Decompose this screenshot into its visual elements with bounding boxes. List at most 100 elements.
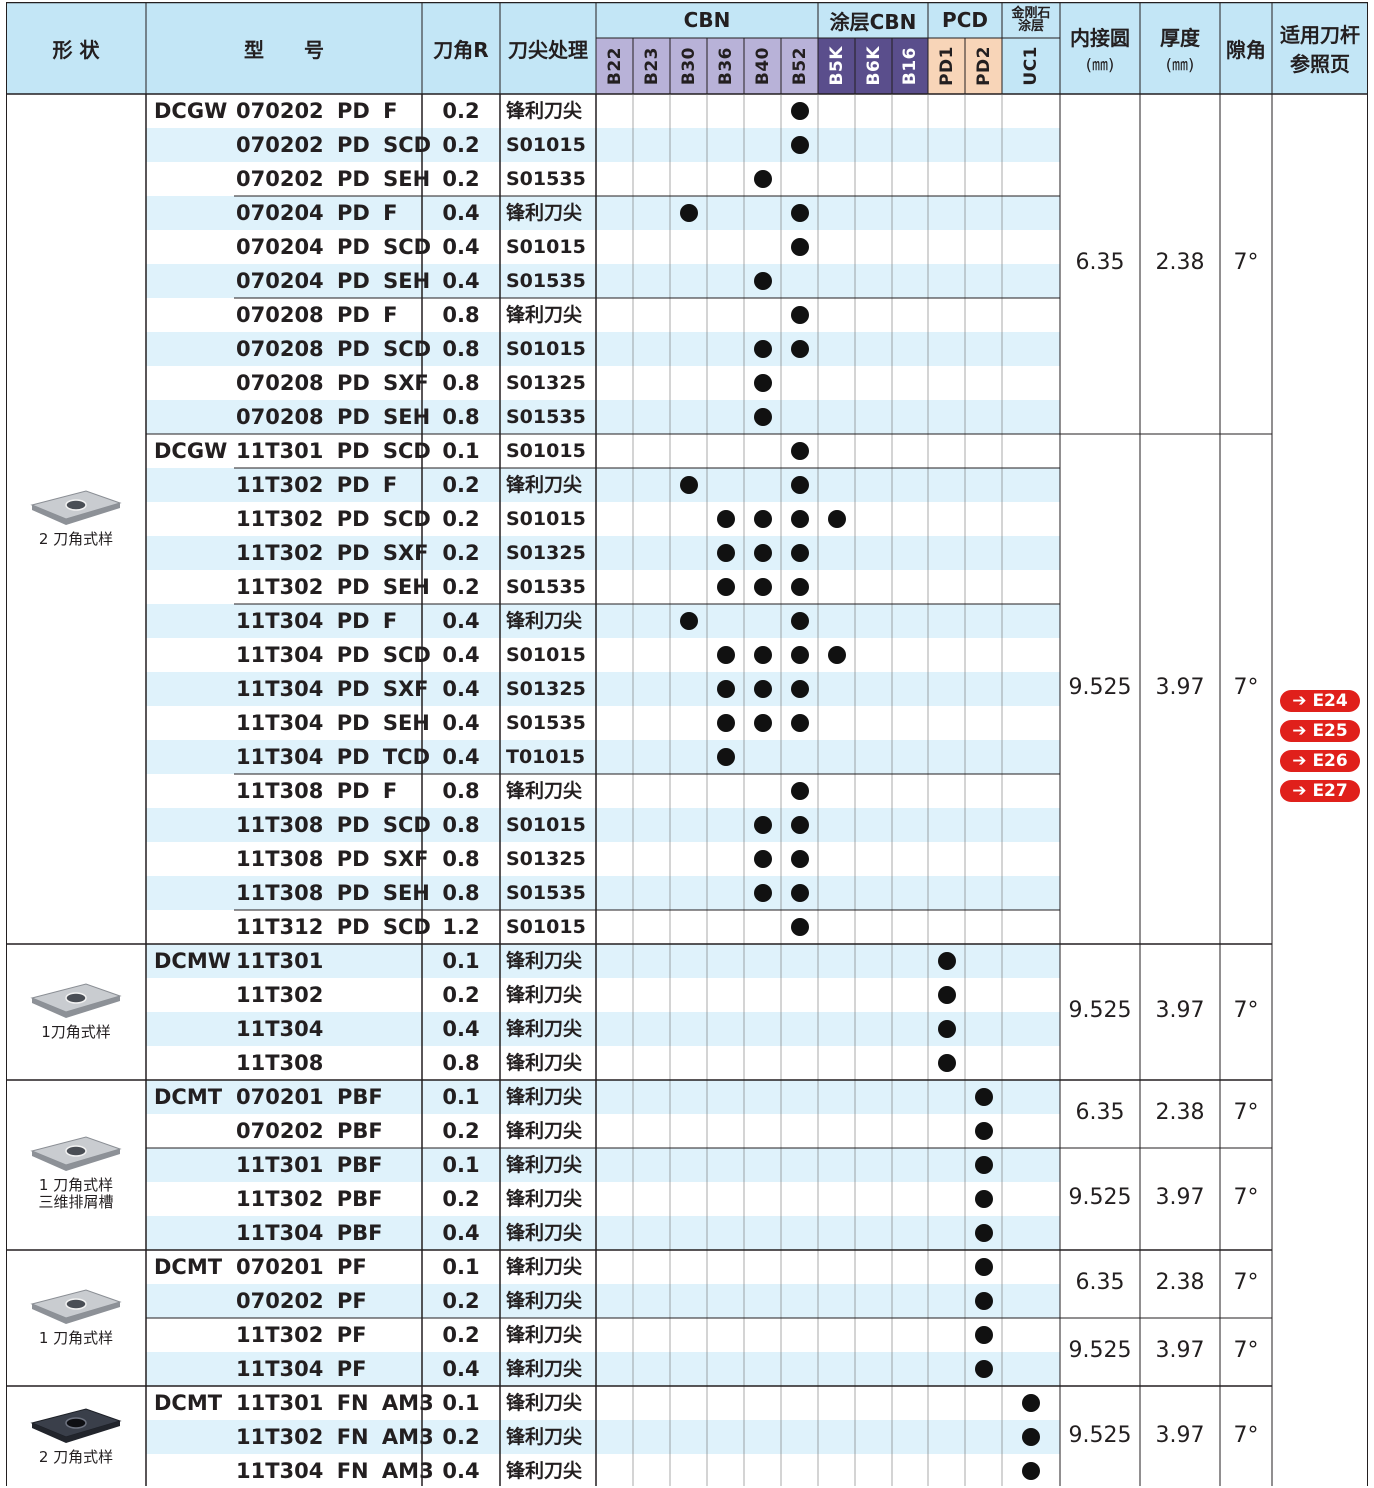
availability-dot [827, 510, 846, 528]
corner-radius: 0.4 [442, 201, 480, 225]
model-number: 11T304 PBF [236, 1221, 383, 1245]
toolholder-reference-badge[interactable]: ➔ E26 [1280, 750, 1360, 772]
model-number: 070208 PD F [236, 303, 398, 327]
insert-1-corner-icon [30, 1289, 122, 1324]
corner-radius: 0.4 [442, 711, 480, 735]
series-code: DCMW [154, 949, 231, 973]
model-number: 070201 PBF [236, 1085, 383, 1109]
table-row [146, 1250, 1060, 1284]
corner-radius: 0.8 [442, 847, 480, 871]
toolholder-reference-badge[interactable]: ➔ E25 [1280, 720, 1360, 742]
corner-radius: 0.4 [442, 235, 480, 259]
model-number: 11T304 PD SEH [236, 711, 430, 735]
availability-dot [716, 714, 735, 732]
model-number: 070204 PD F [236, 201, 398, 225]
header-toolholder-ref-line1: 适用刀杆 [1280, 23, 1360, 47]
edge-treatment: S01535 [506, 270, 586, 292]
table-row [146, 910, 1060, 944]
header-diamond-coating-line1: 金刚石 [1011, 6, 1051, 21]
edge-treatment: 锋利刀尖 [506, 202, 583, 224]
header-corner-r: 刀角R [422, 2, 500, 94]
edge-treatment: 锋利刀尖 [506, 474, 583, 496]
corner-radius: 0.2 [442, 1323, 480, 1347]
edge-treatment: 锋利刀尖 [506, 1120, 583, 1142]
corner-radius: 0.8 [442, 779, 480, 803]
inscribed-circle-value: 6.35 [1075, 1270, 1125, 1295]
header-inscribed-circle-label: 内接圆 [1070, 25, 1130, 50]
corner-radius: 0.2 [442, 1119, 480, 1143]
availability-dot [937, 1020, 956, 1038]
availability-dot [790, 306, 809, 324]
table-row [146, 1080, 1060, 1114]
table-row [146, 1352, 1060, 1386]
availability-dot [790, 782, 809, 800]
grade-header-b6k: B6K [855, 38, 892, 94]
availability-dot [790, 850, 809, 868]
table-row [146, 876, 1060, 910]
availability-dot [974, 1190, 993, 1208]
model-number: 11T302 PBF [236, 1187, 383, 1211]
table-row [146, 298, 1060, 332]
clearance-angle-value: 7° [1233, 1185, 1259, 1210]
availability-dot [937, 1054, 956, 1072]
edge-treatment: S01015 [506, 814, 586, 836]
availability-dot [974, 1258, 993, 1276]
edge-treatment: T01015 [506, 746, 586, 768]
table-row [146, 1182, 1060, 1216]
edge-treatment: S01325 [506, 372, 586, 394]
availability-dot [790, 646, 809, 664]
corner-radius: 0.2 [442, 1425, 480, 1449]
availability-dot [1022, 1394, 1040, 1412]
grade-header-b5k: B5K [818, 38, 855, 94]
model-number: 070201 PF [236, 1255, 367, 1279]
header-model: 型 号 [146, 2, 422, 94]
toolholder-reference-badge[interactable]: ➔ E24 [1280, 690, 1360, 712]
model-number: 070208 PD SXF [236, 371, 429, 395]
model-number: 11T308 PD SCD [236, 813, 431, 837]
model-number: 11T302 PD SEH [236, 575, 430, 599]
table-row [146, 672, 1060, 706]
edge-treatment: 锋利刀尖 [506, 1290, 583, 1312]
table-row [146, 1114, 1060, 1148]
availability-dot [679, 204, 698, 222]
availability-dot [937, 986, 956, 1004]
availability-dot [974, 1326, 993, 1344]
availability-dot [716, 680, 735, 698]
inscribed-circle-value: 6.35 [1075, 250, 1125, 275]
header-coated-cbn: 涂层CBN [818, 2, 928, 38]
availability-dot [790, 714, 809, 732]
grade-header-b23: B23 [633, 38, 670, 94]
availability-dot [937, 952, 956, 970]
thickness-value: 2.38 [1155, 250, 1205, 275]
model-number: 070208 PD SCD [236, 337, 432, 361]
model-number: 070204 PD SEH [236, 269, 431, 293]
inscribed-circle-value: 9.525 [1068, 1185, 1132, 1210]
grade-header-b40: B40 [744, 38, 781, 94]
thickness-value: 3.97 [1155, 998, 1205, 1023]
corner-radius: 0.2 [442, 983, 480, 1007]
header-shape: 形 状 [6, 2, 146, 94]
grade-header-uc1: UC1 [1002, 38, 1060, 94]
availability-dot [716, 578, 735, 596]
edge-treatment: S01325 [506, 848, 586, 870]
toolholder-reference-badge[interactable]: ➔ E27 [1280, 780, 1360, 802]
edge-treatment: 锋利刀尖 [506, 1222, 583, 1244]
grade-label: B30 [678, 46, 699, 86]
availability-dot [790, 612, 809, 630]
model-number: 11T302 PD SXF [236, 541, 429, 565]
table-row [146, 1046, 1060, 1080]
shape-label-line: 2 刀角式样 [38, 1448, 114, 1466]
header-edge-treatment: 刀尖处理 [500, 2, 596, 94]
edge-treatment: 锋利刀尖 [506, 610, 583, 632]
availability-dot [790, 340, 809, 358]
model-number: 11T312 PD SCD [236, 915, 431, 939]
shape-label: 2 刀角式样 [7, 1449, 145, 1466]
model-number: 11T304 PD SCD [236, 643, 431, 667]
grade-header-b36: B36 [707, 38, 744, 94]
edge-treatment: S01535 [506, 712, 586, 734]
edge-treatment: S01535 [506, 882, 586, 904]
model-number: 11T302 [236, 983, 324, 1007]
table-row [146, 1318, 1060, 1352]
grade-header-b30: B30 [670, 38, 707, 94]
table-row [146, 264, 1060, 298]
